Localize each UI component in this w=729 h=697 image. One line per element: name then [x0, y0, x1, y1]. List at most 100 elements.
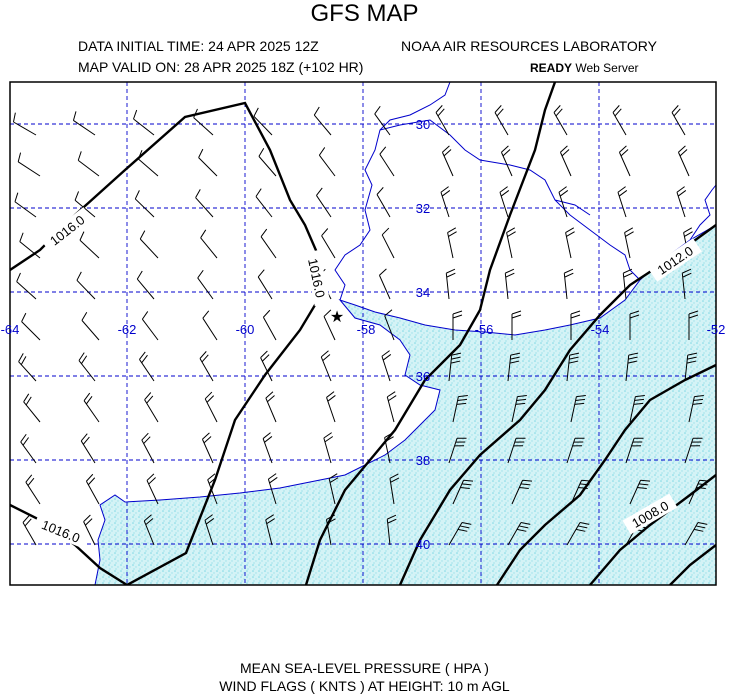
wind-barb — [435, 105, 450, 136]
wind-barb — [85, 473, 100, 505]
wind-barb — [323, 432, 334, 464]
isobar-1008 — [495, 363, 716, 585]
wind-barb — [629, 479, 651, 505]
wind-barb — [328, 473, 339, 505]
wind-barb — [452, 479, 474, 505]
wind-barb — [671, 105, 686, 136]
wind-barb — [565, 227, 575, 259]
lon-labels: -64 -62 -60 -58 -56 -54 -52 — [1, 322, 726, 337]
wind-barb — [200, 229, 218, 259]
isobars — [10, 82, 716, 585]
wind-barb — [570, 395, 586, 423]
lat-label: 30 — [416, 117, 430, 132]
lat-labels: 30 32 34 36 38 40 — [416, 117, 430, 552]
wind-barb — [134, 190, 155, 218]
isobar-1004 — [669, 544, 716, 585]
wind-barb — [452, 395, 468, 423]
wind-barb — [378, 268, 391, 300]
wind-barb — [386, 514, 397, 546]
wind-barb — [684, 352, 698, 382]
wind-barb — [559, 145, 572, 177]
lat-label: 34 — [416, 285, 430, 300]
wind-barb — [511, 479, 533, 505]
wind-barb — [507, 437, 526, 464]
coastline — [94, 82, 716, 585]
wind-barb — [18, 353, 37, 382]
wind-barb — [83, 514, 96, 546]
wind-barb — [17, 152, 41, 177]
wind-barb — [507, 521, 531, 546]
wind-barb — [313, 106, 332, 136]
wind-barb — [629, 395, 645, 423]
lon-label: -54 — [591, 322, 610, 337]
wind-barb — [316, 187, 332, 218]
wind-barb — [195, 189, 214, 218]
wind-barb — [326, 391, 336, 423]
wind-barb — [139, 351, 155, 382]
wind-barb — [384, 309, 395, 341]
wind-barb — [379, 146, 395, 177]
wind-barb — [570, 479, 592, 505]
wind-barb — [199, 351, 214, 382]
init-time-text: DATA INITIAL TIME: 24 APR 2025 12Z — [78, 38, 319, 54]
wind-barb — [260, 228, 277, 259]
wind-barb — [141, 311, 159, 341]
wind-barb — [204, 514, 215, 546]
wind-barb — [80, 433, 96, 464]
lon-label: -52 — [707, 322, 726, 337]
wind-barb — [78, 352, 96, 382]
wind-barb — [676, 186, 687, 218]
wind-barb — [136, 270, 155, 300]
wind-barb — [253, 107, 273, 136]
wind-barb — [193, 108, 214, 136]
wind-barb — [197, 269, 214, 300]
wind-barb — [566, 352, 580, 382]
wind-barb — [507, 352, 521, 382]
wind-barb — [139, 230, 159, 259]
wind-barb — [255, 188, 273, 218]
wind-barb — [12, 112, 37, 136]
wind-barb — [494, 105, 509, 136]
wind-barb — [16, 272, 37, 300]
wind-barb — [677, 145, 690, 177]
wind-barb — [511, 395, 527, 423]
valid-time-text: MAP VALID ON: 28 APR 2025 18Z (+102 HR) — [78, 59, 364, 75]
wind-barb — [19, 232, 41, 259]
wind-barb — [499, 186, 510, 218]
wind-barb — [83, 392, 100, 423]
graticule — [10, 82, 716, 585]
wind-barb — [617, 186, 628, 218]
isobar-1008-low — [589, 474, 716, 585]
wind-barb — [625, 437, 644, 464]
wind-barb — [622, 268, 633, 300]
lat-label: 36 — [416, 369, 430, 384]
wind-barb — [681, 268, 692, 300]
wind-barb — [323, 309, 336, 341]
wind-barb — [133, 109, 155, 136]
wind-barb — [25, 474, 41, 505]
wind-barb — [20, 433, 37, 464]
wind-barb — [625, 352, 639, 382]
lon-label: -62 — [118, 322, 137, 337]
wind-barb — [320, 350, 332, 382]
wind-barb — [376, 187, 391, 218]
wind-barb — [265, 391, 277, 423]
wind-barb — [262, 432, 273, 464]
wind-barb — [688, 310, 699, 340]
server-rest: Web Server — [572, 61, 639, 75]
wind-barb — [204, 391, 218, 423]
wind-barb — [77, 151, 100, 177]
wind-barb — [74, 191, 96, 218]
wind-barb — [386, 391, 397, 423]
map-frame — [9, 81, 717, 586]
wind-barb — [72, 111, 96, 136]
wind-barb — [257, 269, 273, 300]
wind-barb — [198, 148, 218, 177]
wind-barb — [389, 473, 400, 505]
wind-barb — [506, 227, 516, 259]
footer-line-1: MEAN SEA-LEVEL PRESSURE ( HPA ) — [240, 660, 489, 676]
lat-label: 40 — [416, 537, 430, 552]
wind-barb — [563, 268, 574, 300]
wind-barb — [441, 145, 454, 177]
